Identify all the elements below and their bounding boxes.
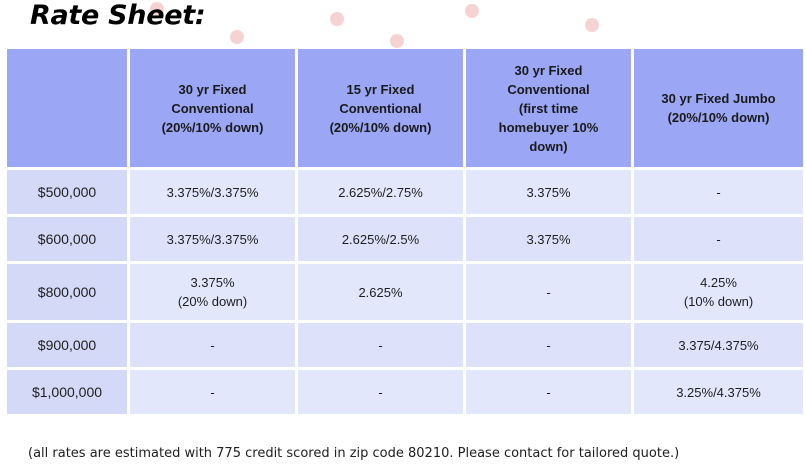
loan-amount-cell: $1,000,000 [7,370,127,414]
table-row: $500,000 3.375%/3.375% 2.625%/2.75% 3.37… [7,170,803,214]
rate-cell: 3.375% [466,217,631,261]
header-15yr-fixed-conventional: 15 yr Fixed Conventional (20%/10% down) [298,49,463,167]
rate-cell: - [466,370,631,414]
rate-cell: 2.625%/2.5% [298,217,463,261]
map-pin-decoration [230,30,244,44]
rate-cell: 2.625% [298,264,463,320]
rate-table-container: 30 yr Fixed Conventional (20%/10% down) … [7,49,803,423]
table-row: $900,000 - - - 3.375/4.375% [7,323,803,367]
loan-amount-cell: $500,000 [7,170,127,214]
rate-cell: 3.375% [466,170,631,214]
map-pin-decoration [585,18,599,32]
rate-table: 30 yr Fixed Conventional (20%/10% down) … [4,46,806,417]
rate-cell: - [634,217,803,261]
rate-cell: - [466,323,631,367]
table-row: $1,000,000 - - - 3.25%/4.375% [7,370,803,414]
rate-cell: 3.375%/3.375% [130,170,295,214]
map-pin-decoration [330,12,344,26]
table-header-row: 30 yr Fixed Conventional (20%/10% down) … [7,49,803,167]
rate-cell: 4.25% (10% down) [634,264,803,320]
table-row: $600,000 3.375%/3.375% 2.625%/2.5% 3.375… [7,217,803,261]
loan-amount-cell: $800,000 [7,264,127,320]
header-30yr-fixed-conventional: 30 yr Fixed Conventional (20%/10% down) [130,49,295,167]
rate-disclaimer-footnote: (all rates are estimated with 775 credit… [28,446,680,461]
page-title: Rate Sheet: [30,0,206,31]
rate-cell: 3.375%/3.375% [130,217,295,261]
rate-cell: 3.375% (20% down) [130,264,295,320]
loan-amount-cell: $600,000 [7,217,127,261]
header-empty-corner [7,49,127,167]
rate-cell: 2.625%/2.75% [298,170,463,214]
rate-cell: - [130,370,295,414]
table-row: $800,000 3.375% (20% down) 2.625% - 4.25… [7,264,803,320]
header-30yr-fixed-jumbo: 30 yr Fixed Jumbo (20%/10% down) [634,49,803,167]
rate-cell: - [634,170,803,214]
rate-cell: - [130,323,295,367]
header-30yr-fixed-first-time-homebuyer: 30 yr Fixed Conventional (first time hom… [466,49,631,167]
rate-cell: 3.375/4.375% [634,323,803,367]
map-pin-decoration [465,4,479,18]
rate-cell: - [466,264,631,320]
rate-cell: 3.25%/4.375% [634,370,803,414]
loan-amount-cell: $900,000 [7,323,127,367]
rate-cell: - [298,323,463,367]
rate-cell: - [298,370,463,414]
